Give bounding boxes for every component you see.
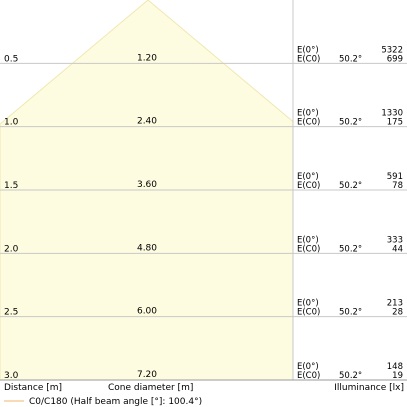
e0-value-5: 213 [387,299,403,309]
e0-value-3: 591 [387,172,403,182]
ec0-value-1: 699 [387,54,403,64]
e0-label-1: E(0°) [297,45,319,55]
grid-layer [0,0,407,381]
ec0-value-6: 19 [392,371,403,381]
ec0-value-4: 44 [392,244,403,254]
e0-value-2: 1330 [381,109,403,119]
cone-diameter-label-5: 6.00 [137,307,157,317]
e0-label-4: E(0°) [297,235,319,245]
ec0-label-4: E(C0) [297,244,320,254]
ec0-label-3: E(C0) [297,181,320,191]
distance-axis-label: Distance [m] [4,383,62,393]
beam-angle-label-5: 50.2° [339,308,362,318]
illuminance-axis-label: Illuminance [lx] [334,383,404,393]
ec0-label-5: E(C0) [297,308,320,318]
distance-label-2: 1.0 [4,118,19,128]
e0-label-3: E(0°) [297,172,319,182]
ec0-label-2: E(C0) [297,118,320,128]
e0-value-4: 333 [387,235,403,245]
beam-angle-label-3: 50.2° [339,181,362,191]
e0-label-2: E(0°) [297,109,319,119]
distance-label-1: 0.5 [4,54,18,64]
beam-angle-label-4: 50.2° [339,244,362,254]
beam-angle-label-6: 50.2° [339,371,362,381]
ec0-value-2: 175 [387,118,403,128]
distance-label-5: 2.5 [4,308,18,318]
beam-angle-label-1: 50.2° [339,54,362,64]
e0-label-6: E(0°) [297,362,319,372]
cone-diameter-label-3: 3.60 [137,180,157,190]
e0-value-1: 5322 [381,45,403,55]
legend-label: C0/C180 (Half beam angle [°]: 100.4°) [29,397,202,407]
e0-label-5: E(0°) [297,299,319,309]
ec0-label-1: E(C0) [297,54,320,64]
distance-label-4: 2.0 [4,244,19,254]
ec0-value-5: 28 [392,308,403,318]
beam-angle-label-2: 50.2° [339,118,362,128]
cone-diameter-axis-label: Cone diameter [m] [108,383,193,393]
distance-label-3: 1.5 [4,181,18,191]
cone-diameter-label-4: 4.80 [137,243,157,253]
cone-diameter-label-2: 2.40 [137,117,157,127]
e0-value-6: 148 [387,362,403,372]
ec0-label-6: E(C0) [297,371,320,381]
distance-label-6: 3.0 [4,371,19,381]
cone-diameter-label-1: 1.20 [137,53,157,63]
cone-diameter-label-6: 7.20 [137,370,157,380]
ec0-value-3: 78 [392,181,403,191]
